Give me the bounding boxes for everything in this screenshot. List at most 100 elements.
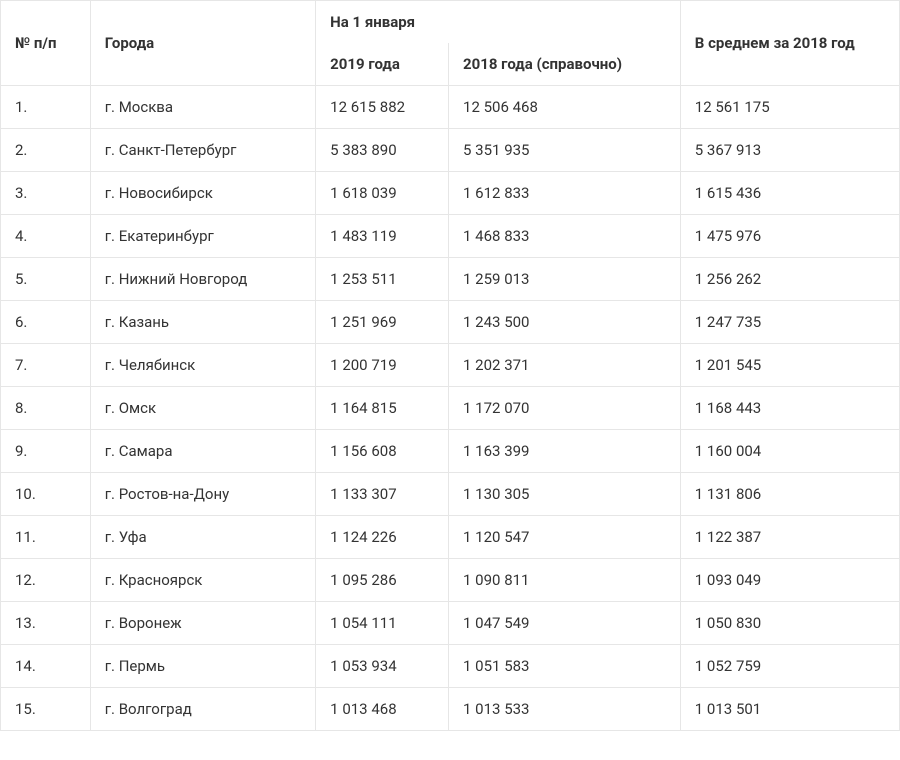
cell-2019: 1 251 969 <box>316 301 449 344</box>
table-row: 9.г. Самара1 156 6081 163 3991 160 004 <box>1 430 900 473</box>
cell-2018: 1 047 549 <box>449 602 681 645</box>
col-header-avg2018: В среднем за 2018 год <box>680 1 899 86</box>
cell-2018: 1 468 833 <box>449 215 681 258</box>
table-row: 11.г. Уфа1 124 2261 120 5471 122 387 <box>1 516 900 559</box>
cell-city: г. Москва <box>90 86 315 129</box>
cell-avg: 1 013 501 <box>680 688 899 731</box>
cell-2018: 1 090 811 <box>449 559 681 602</box>
cell-avg: 1 256 262 <box>680 258 899 301</box>
cell-2019: 1 164 815 <box>316 387 449 430</box>
cell-2019: 1 156 608 <box>316 430 449 473</box>
table-row: 6.г. Казань1 251 9691 243 5001 247 735 <box>1 301 900 344</box>
cell-city: г. Екатеринбург <box>90 215 315 258</box>
table-row: 10.г. Ростов-на-Дону1 133 3071 130 3051 … <box>1 473 900 516</box>
table-row: 1.г. Москва12 615 88212 506 46812 561 17… <box>1 86 900 129</box>
cell-number: 6. <box>1 301 91 344</box>
cell-2019: 1 483 119 <box>316 215 449 258</box>
cell-city: г. Волгоград <box>90 688 315 731</box>
cell-2018: 1 163 399 <box>449 430 681 473</box>
cell-number: 7. <box>1 344 91 387</box>
cell-2019: 1 124 226 <box>316 516 449 559</box>
cell-number: 14. <box>1 645 91 688</box>
cell-city: г. Пермь <box>90 645 315 688</box>
cell-2019: 1 054 111 <box>316 602 449 645</box>
table-row: 2.г. Санкт-Петербург5 383 8905 351 9355 … <box>1 129 900 172</box>
table-body: 1.г. Москва12 615 88212 506 46812 561 17… <box>1 86 900 731</box>
cell-city: г. Самара <box>90 430 315 473</box>
cell-avg: 1 122 387 <box>680 516 899 559</box>
cell-city: г. Казань <box>90 301 315 344</box>
table-row: 8.г. Омск1 164 8151 172 0701 168 443 <box>1 387 900 430</box>
cell-number: 4. <box>1 215 91 258</box>
cell-2019: 1 095 286 <box>316 559 449 602</box>
col-header-jan1: На 1 января <box>316 1 681 44</box>
cell-2019: 1 200 719 <box>316 344 449 387</box>
cell-number: 9. <box>1 430 91 473</box>
col-header-2018: 2018 года (справочно) <box>449 43 681 86</box>
cell-2018: 1 612 833 <box>449 172 681 215</box>
cell-2019: 1 053 934 <box>316 645 449 688</box>
cell-avg: 1 160 004 <box>680 430 899 473</box>
cell-number: 12. <box>1 559 91 602</box>
cell-2018: 1 259 013 <box>449 258 681 301</box>
table-row: 7.г. Челябинск1 200 7191 202 3711 201 54… <box>1 344 900 387</box>
col-header-number: № п/п <box>1 1 91 86</box>
cell-avg: 12 561 175 <box>680 86 899 129</box>
cell-avg: 1 201 545 <box>680 344 899 387</box>
cell-number: 15. <box>1 688 91 731</box>
cell-2018: 1 051 583 <box>449 645 681 688</box>
cell-city: г. Санкт-Петербург <box>90 129 315 172</box>
table-row: 13.г. Воронеж1 054 1111 047 5491 050 830 <box>1 602 900 645</box>
table-row: 14.г. Пермь1 053 9341 051 5831 052 759 <box>1 645 900 688</box>
cell-avg: 5 367 913 <box>680 129 899 172</box>
cell-2019: 1 618 039 <box>316 172 449 215</box>
cell-2018: 1 202 371 <box>449 344 681 387</box>
header-row-top: № п/п Города На 1 января В среднем за 20… <box>1 1 900 44</box>
cell-number: 3. <box>1 172 91 215</box>
table-row: 4.г. Екатеринбург1 483 1191 468 8331 475… <box>1 215 900 258</box>
cell-city: г. Новосибирск <box>90 172 315 215</box>
cell-number: 11. <box>1 516 91 559</box>
col-header-city: Города <box>90 1 315 86</box>
cell-2018: 5 351 935 <box>449 129 681 172</box>
cell-2018: 1 130 305 <box>449 473 681 516</box>
cell-number: 5. <box>1 258 91 301</box>
population-table: № п/п Города На 1 января В среднем за 20… <box>0 0 900 731</box>
cell-2019: 12 615 882 <box>316 86 449 129</box>
cell-city: г. Нижний Новгород <box>90 258 315 301</box>
cell-number: 13. <box>1 602 91 645</box>
cell-city: г. Уфа <box>90 516 315 559</box>
cell-2018: 1 120 547 <box>449 516 681 559</box>
cell-avg: 1 050 830 <box>680 602 899 645</box>
table-container: № п/п Города На 1 января В среднем за 20… <box>0 0 900 731</box>
cell-2019: 1 253 511 <box>316 258 449 301</box>
cell-avg: 1 131 806 <box>680 473 899 516</box>
cell-city: г. Омск <box>90 387 315 430</box>
cell-number: 2. <box>1 129 91 172</box>
table-header: № п/п Города На 1 января В среднем за 20… <box>1 1 900 86</box>
col-header-2019: 2019 года <box>316 43 449 86</box>
cell-2019: 5 383 890 <box>316 129 449 172</box>
cell-city: г. Красноярск <box>90 559 315 602</box>
cell-avg: 1 615 436 <box>680 172 899 215</box>
cell-city: г. Воронеж <box>90 602 315 645</box>
cell-city: г. Ростов-на-Дону <box>90 473 315 516</box>
table-row: 3.г. Новосибирск1 618 0391 612 8331 615 … <box>1 172 900 215</box>
cell-avg: 1 052 759 <box>680 645 899 688</box>
cell-avg: 1 093 049 <box>680 559 899 602</box>
cell-2019: 1 013 468 <box>316 688 449 731</box>
cell-2018: 1 013 533 <box>449 688 681 731</box>
cell-2018: 1 243 500 <box>449 301 681 344</box>
cell-avg: 1 247 735 <box>680 301 899 344</box>
cell-number: 10. <box>1 473 91 516</box>
cell-avg: 1 168 443 <box>680 387 899 430</box>
table-row: 12.г. Красноярск1 095 2861 090 8111 093 … <box>1 559 900 602</box>
cell-2018: 1 172 070 <box>449 387 681 430</box>
cell-avg: 1 475 976 <box>680 215 899 258</box>
table-row: 5.г. Нижний Новгород1 253 5111 259 0131 … <box>1 258 900 301</box>
cell-2019: 1 133 307 <box>316 473 449 516</box>
cell-2018: 12 506 468 <box>449 86 681 129</box>
table-row: 15.г. Волгоград1 013 4681 013 5331 013 5… <box>1 688 900 731</box>
cell-number: 1. <box>1 86 91 129</box>
cell-city: г. Челябинск <box>90 344 315 387</box>
